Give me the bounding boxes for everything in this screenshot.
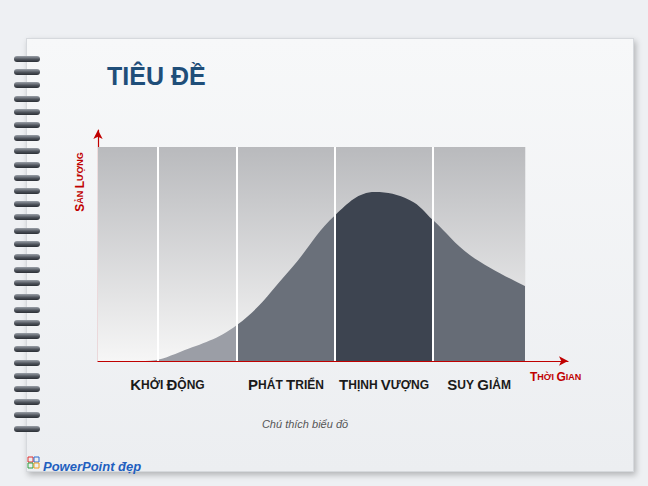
svg-text:K: K — [130, 376, 141, 393]
svg-text:L: L — [73, 181, 87, 188]
svg-text:ƯỢNG: ƯỢNG — [75, 152, 85, 181]
svg-text:HỜI: HỜI — [537, 371, 554, 382]
svg-text:UY: UY — [457, 378, 474, 392]
svg-text:T: T — [339, 376, 348, 393]
svg-text:ẢN: ẢN — [74, 191, 85, 204]
svg-text:Đ: Đ — [167, 376, 178, 393]
svg-text:HỊNH: HỊNH — [348, 378, 377, 392]
svg-text:G: G — [477, 376, 489, 393]
svg-text:P: P — [248, 376, 258, 393]
svg-text:PowerPoint đẹp: PowerPoint đẹp — [43, 459, 141, 474]
svg-text:HỞI: HỞI — [141, 377, 163, 392]
svg-text:V: V — [381, 376, 391, 393]
svg-text:S: S — [447, 376, 457, 393]
svg-text:Chú thích biểu đồ: Chú thích biểu đồ — [262, 418, 348, 430]
svg-text:S: S — [73, 204, 87, 212]
svg-text:T: T — [530, 370, 538, 384]
svg-text:IAN: IAN — [566, 372, 582, 382]
svg-text:TIÊU ĐỀ: TIÊU ĐỀ — [107, 61, 206, 90]
svg-text:T: T — [286, 376, 295, 393]
svg-text:ƯỢNG: ƯỢNG — [391, 378, 429, 392]
svg-text:G: G — [557, 370, 566, 384]
svg-text:IẢM: IẢM — [489, 377, 511, 392]
svg-text:HÁT: HÁT — [258, 377, 283, 392]
svg-text:ỘNG: ỘNG — [177, 377, 204, 392]
svg-text:RIỂN: RIỂN — [295, 377, 324, 392]
